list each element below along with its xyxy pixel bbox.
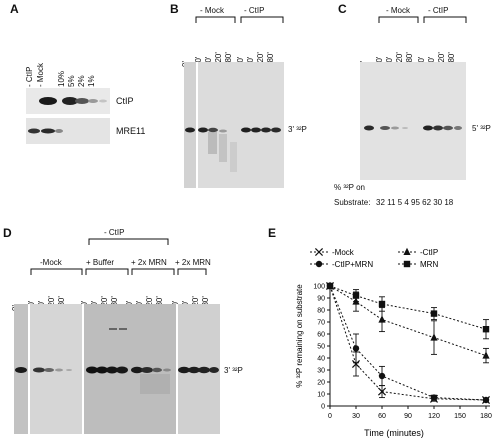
panel-d-top-bracket xyxy=(88,238,169,245)
legend-label: -CtIP+MRN xyxy=(332,260,373,269)
y-tick-label: 50 xyxy=(317,344,325,351)
legend-marker xyxy=(315,260,323,268)
panel-b-group-brackets xyxy=(195,16,284,23)
x-tick-label: 90 xyxy=(404,413,412,420)
legend-label: -Mock xyxy=(332,248,355,257)
group-label: + 2x MRN xyxy=(175,258,211,267)
y-tick-label: 90 xyxy=(317,296,325,303)
y-axis-label: % ³²P remaining on substrate xyxy=(295,284,304,388)
y-tick-label: 10 xyxy=(317,392,325,399)
data-point xyxy=(378,372,386,380)
data-point xyxy=(351,359,361,369)
lane-label: - Mock xyxy=(36,63,45,87)
y-tick-label: 40 xyxy=(317,356,325,363)
substrate-values: 32 11 5 4 95 62 30 18 xyxy=(376,198,454,207)
panel-c-gel xyxy=(360,62,466,180)
y-tick-label: 20 xyxy=(317,380,325,387)
panel-c-label: C xyxy=(338,2,347,16)
substrate-header: % ³²P on xyxy=(334,183,365,192)
y-tick-label: 0 xyxy=(321,404,325,411)
data-point xyxy=(377,387,387,396)
group-label: -Mock xyxy=(40,258,62,267)
legend-marker xyxy=(403,247,411,255)
panel-a-ctip-blot xyxy=(26,88,110,114)
data-point xyxy=(378,300,386,308)
x-axis-label: Time (minutes) xyxy=(364,428,424,438)
legend-label: MRN xyxy=(420,260,438,269)
data-point xyxy=(482,351,490,359)
data-point xyxy=(430,333,438,341)
group-label: - Mock xyxy=(386,6,410,15)
panel-d-band-label: 3' ³²P xyxy=(224,366,243,375)
group-label: - CtIP xyxy=(428,6,449,15)
lane-label: 1% xyxy=(87,75,96,87)
panel-b-gel xyxy=(184,62,284,188)
panel-d-label: D xyxy=(3,226,12,240)
panel-e-label: E xyxy=(268,226,277,240)
x-tick-label: 120 xyxy=(428,413,440,420)
mre11-band-label: MRE11 xyxy=(116,126,146,136)
lane-label: 5% xyxy=(67,75,76,87)
y-tick-label: 100 xyxy=(313,284,325,291)
panel-d-gel xyxy=(14,304,220,434)
y-tick-label: 30 xyxy=(317,368,325,375)
ctip-band-label: CtIP xyxy=(116,96,134,106)
substrate-label: Substrate: xyxy=(334,198,371,207)
data-point xyxy=(352,345,360,352)
panel-a-label: A xyxy=(10,2,19,16)
plot-area: 0 10 20 30 40 50 60 70 80 90 100 0 30 60 90 120 150 180 xyxy=(313,281,492,420)
data-point xyxy=(430,394,438,401)
panel-d-group-brackets xyxy=(30,268,207,275)
lane-label: - CtIP xyxy=(25,66,34,87)
panel-c-group-brackets xyxy=(378,16,467,23)
legend-marker xyxy=(314,247,324,257)
legend-label: -CtIP xyxy=(420,248,438,257)
group-label: - CtIP xyxy=(244,6,265,15)
x-tick-label: 0 xyxy=(328,413,332,420)
y-tick-label: 80 xyxy=(317,308,325,315)
panel-b-label: B xyxy=(170,2,179,16)
data-point xyxy=(430,310,438,317)
panel-b-band-label: 3' ³²P xyxy=(288,125,307,134)
x-tick-label: 60 xyxy=(378,413,386,420)
panel-a-mre11-blot xyxy=(26,118,110,144)
y-tick-label: 60 xyxy=(317,332,325,339)
lane-label: 10% xyxy=(57,70,66,87)
legend: -Mock -CtIP -CtIP+MRN MRN xyxy=(310,247,438,269)
panel-c-band-label: 5' ³²P xyxy=(472,124,491,133)
group-label: + 2x MRN xyxy=(131,258,167,267)
group-label: + Buffer xyxy=(86,258,115,267)
data-point xyxy=(378,315,386,323)
data-point xyxy=(482,326,490,333)
data-point xyxy=(326,282,334,290)
data-point xyxy=(482,396,490,404)
lane-label: 2% xyxy=(77,75,86,87)
group-label: - Mock xyxy=(200,6,224,15)
y-tick-label: 70 xyxy=(317,320,325,327)
x-tick-label: 30 xyxy=(352,413,360,420)
legend-marker xyxy=(403,260,411,268)
data-point xyxy=(352,292,360,299)
panel-e-chart: -Mock -CtIP -CtIP+MRN MRN 0 10 20 30 40 50 60 70 80… xyxy=(295,247,492,438)
top-group-label: - CtIP xyxy=(104,228,125,237)
x-tick-label: 180 xyxy=(480,413,492,420)
x-tick-label: 150 xyxy=(454,413,466,420)
